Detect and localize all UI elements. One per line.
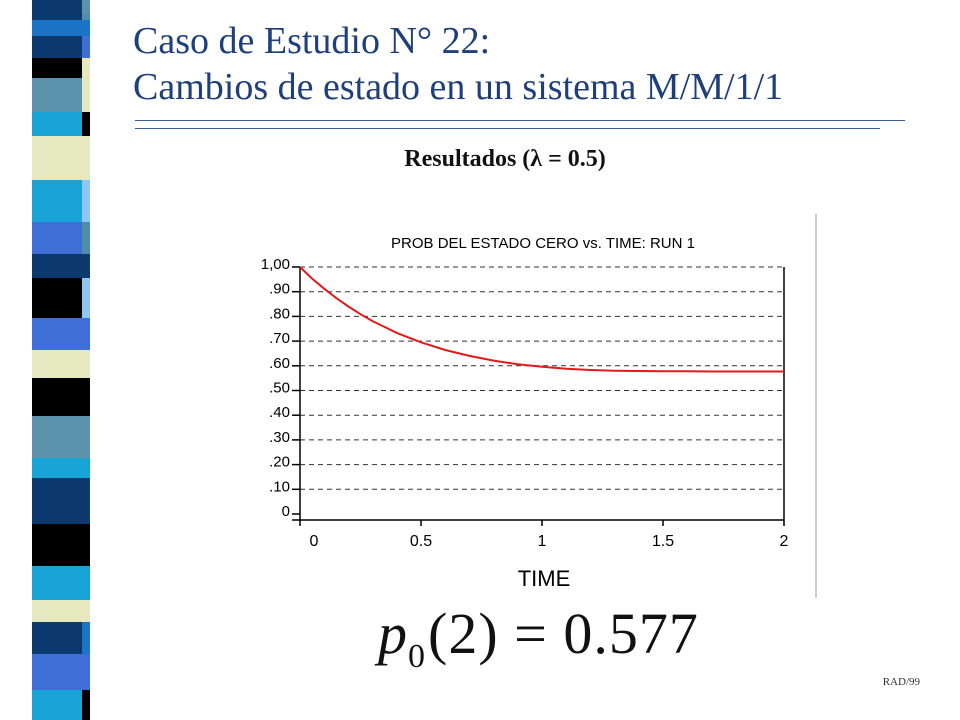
strip-block [32,350,82,378]
strip-block [32,222,82,254]
footer-text: RAD/99 [882,676,920,688]
x-tick-label: 2 [780,533,789,550]
strip-edge-block [82,112,90,136]
title-line-2: Cambios de estado en un sistema M/M/1/1 [133,66,784,108]
strip-block [32,524,82,566]
strip-edge-block [82,378,90,416]
strip-block [32,600,82,622]
series-line [299,266,784,373]
strip-edge-block [82,318,90,350]
strip-edge-block [82,654,90,690]
slide-title: Caso de Estudio N° 22: Cambios de estado… [133,18,783,110]
strip-edge-block [82,58,90,78]
x-tick-label: 0 [310,533,319,550]
title-underline-rule [135,120,905,121]
series-layer [299,266,784,373]
y-tick-label: .70 [269,330,290,347]
y-tick-label: .10 [269,478,290,495]
formula-argument: (2) [428,601,499,666]
strip-block [32,36,82,58]
strip-edge-block [82,78,90,112]
x-tick-labels: 0 0.5 1 1.5 2 [310,533,789,550]
strip-block [32,458,82,478]
formula-equals: = [514,601,548,666]
axes [292,266,785,526]
title-line-1: Caso de Estudio N° 22: [133,20,491,62]
strip-edge-block [82,458,90,478]
strip-block [32,58,82,78]
strip-edge-block [82,478,90,524]
strip-edge-block [82,622,90,654]
x-tick-label: 1 [538,533,547,550]
strip-block [32,136,82,180]
strip-block [32,78,82,112]
gridlines [300,266,784,490]
x-tick-label: 0.5 [410,533,432,550]
strip-edge-block [82,416,90,458]
y-tick-label: .20 [269,454,290,471]
strip-block [32,690,82,720]
strip-edge-block [82,690,90,720]
formula-subscript: 0 [408,638,426,675]
strip-block [32,20,82,36]
y-tick-labels: 1,00 .90 .80 .70 .60 .50 .40 .30 .20 .10 0 [261,256,290,520]
strip-edge-block [82,180,90,222]
title-underline-rule-2 [135,128,880,129]
strip-edge-block [82,222,90,254]
strip-edge-block [82,136,90,180]
y-tick-label: .30 [269,429,290,446]
strip-block [32,278,82,318]
y-tick-label: .80 [269,305,290,322]
strip-edge-block [82,0,90,20]
y-tick-label: 0 [282,503,290,520]
y-tick-label: .90 [269,281,290,298]
strip-margin [0,0,32,720]
strip-block [32,478,82,524]
formula-value: 0.577 [563,601,699,666]
line-chart: PROB DEL ESTADO CERO vs. TIME: RUN 1 1,0… [168,214,818,598]
strip-block [32,566,82,600]
y-tick-label: .40 [269,404,290,421]
strip-block [32,112,82,136]
chart-title: PROB DEL ESTADO CERO vs. TIME: RUN 1 [391,235,695,252]
decorative-color-strip [0,0,110,720]
strip-edge-block [82,254,90,278]
results-heading: Resultados (λ = 0.5) [404,146,606,172]
strip-edge-block [82,36,90,58]
y-tick-label: .60 [269,355,290,372]
strip-block [32,318,82,350]
strip-edge-block [82,20,90,36]
y-tick-label: .50 [269,380,290,397]
x-axis-label: TIME [518,566,571,591]
strip-edge-block [82,278,90,318]
y-tick-label: 1,00 [261,256,290,273]
strip-edge-block [82,350,90,378]
strip-edge-block [82,524,90,566]
strip-block [32,180,82,222]
x-tick-label: 1.5 [652,533,674,550]
strip-edge-block [82,600,90,622]
strip-block [32,416,82,458]
strip-block [32,378,82,416]
strip-edge-block [82,566,90,600]
strip-block [32,254,82,278]
strip-block [32,654,82,690]
result-formula: p0(2) = 0.577 [378,600,699,675]
strip-block [32,622,82,654]
formula-variable: p [378,601,408,666]
